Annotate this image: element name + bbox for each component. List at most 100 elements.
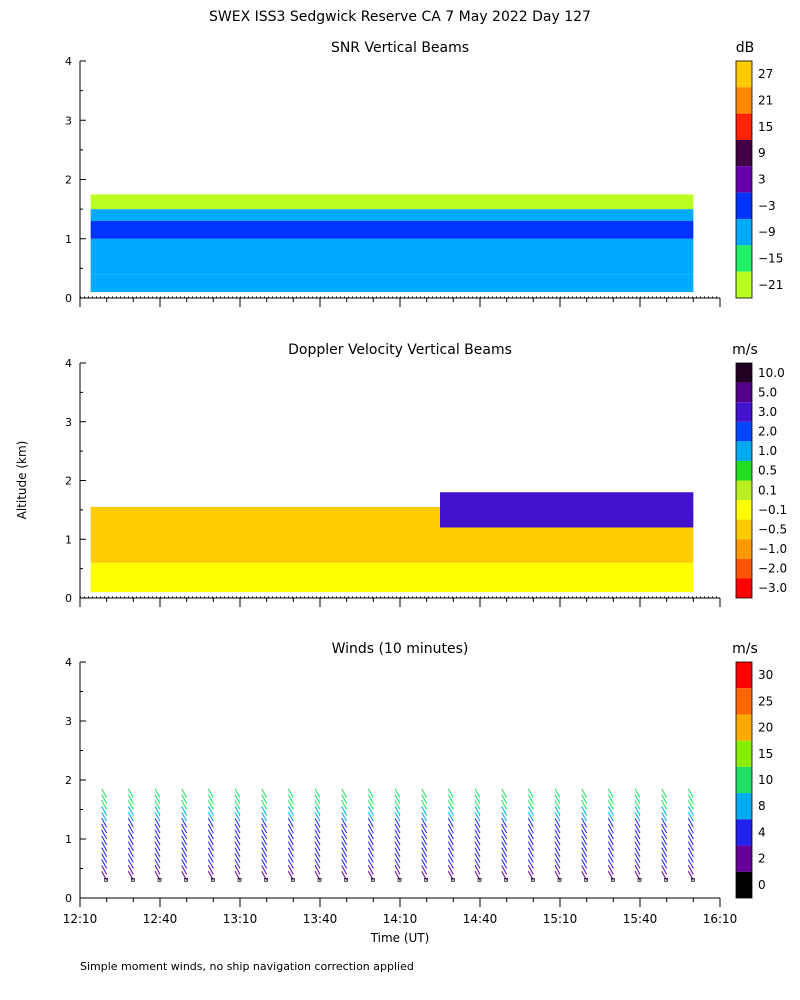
wind-barb [234,800,241,810]
wind-barb [287,794,294,804]
wind-barb [234,806,241,816]
wind-barb [474,829,481,840]
wind-barb [607,865,614,875]
wind-barb [261,865,268,875]
wind-barb [607,806,614,816]
colorbar-swatch [736,558,752,579]
doppler-panel: Doppler Velocity Vertical Beams01234m/s1… [65,342,787,607]
wind-barb [501,812,508,822]
wind-barb [447,800,454,810]
wind-barb [261,817,268,828]
wind-barb [181,823,188,834]
calm-marker [530,877,535,882]
wind-barb [181,847,188,857]
wind-barb [154,847,161,857]
colorbar-swatch [736,363,752,383]
wind-barb [314,853,321,863]
wind-barb [127,788,134,798]
wind-barb [341,847,348,857]
wind-barb [207,847,214,857]
wind-barb [127,829,134,840]
wind-barb [287,806,294,816]
wind-barb [207,788,214,798]
wind-barb [421,806,428,816]
wind-barb [607,829,614,840]
wind-barb [394,829,401,840]
wind-barb [367,859,374,869]
y-tick-label: 0 [65,892,72,905]
y-tick-label: 3 [65,416,72,429]
wind-barb [367,841,374,852]
wind-barb [527,823,534,834]
wind-barb [314,829,321,840]
wind-barb [101,823,108,834]
wind-barb [447,812,454,822]
wind-barb [234,835,241,846]
calm-marker [290,877,295,882]
wind-barb [394,788,401,798]
wind-barb [154,806,161,816]
x-tick-label: 15:10 [543,912,578,926]
wind-barb [234,853,241,863]
wind-barb [314,817,321,828]
y-tick-label: 4 [65,357,72,370]
wind-barb [687,859,694,869]
wind-barb [287,823,294,834]
wind-barb [447,829,454,840]
wind-barb [661,859,668,869]
wind-barb [554,812,561,822]
wind-barb [341,853,348,863]
wind-barb [367,847,374,857]
wind-barb [207,800,214,810]
calm-marker [610,877,615,882]
wind-barb [394,865,401,875]
wind-barb [127,853,134,863]
wind-barb [421,853,428,863]
wind-barb [634,841,641,852]
colorbar-label: 9 [758,146,766,160]
wind-barb [554,841,561,852]
x-tick-label: 16:10 [703,912,738,926]
wind-barb [607,835,614,846]
wind-barb [687,835,694,846]
wind-barb [314,847,321,857]
wind-barb [527,812,534,822]
wind-barb [554,847,561,857]
wind-barb [581,847,588,857]
wind-barb [314,835,321,846]
wind-barb [687,788,694,798]
panel-title: Winds (10 minutes) [332,641,469,657]
wind-barb [287,871,294,881]
wind-barb [127,865,134,875]
wind-barb [314,841,321,852]
wind-barb [634,835,641,846]
colorbar-swatch [736,192,752,219]
wind-barb [501,853,508,863]
wind-barb [101,800,108,810]
colorbar-label: −9 [758,225,776,239]
wind-barb [527,871,534,881]
wind-barb [474,817,481,828]
wind-barb [527,835,534,846]
calm-marker [504,877,509,882]
wind-barb [314,865,321,875]
wind-barb [501,865,508,875]
wind-barb [234,865,241,875]
colorbar-label: 10 [758,773,773,787]
wind-barb [634,871,641,881]
wind-barb [421,829,428,840]
wind-barb [261,829,268,840]
wind-barb [581,788,588,798]
wind-barb [394,847,401,857]
wind-barb [341,806,348,816]
wind-barb [261,788,268,798]
wind-barb [554,853,561,863]
wind-barb [501,841,508,852]
wind-barb [261,823,268,834]
wind-barb [501,794,508,804]
wind-barb [101,853,108,863]
calm-marker [557,877,562,882]
wind-barb [207,859,214,869]
wind-barb [101,865,108,875]
